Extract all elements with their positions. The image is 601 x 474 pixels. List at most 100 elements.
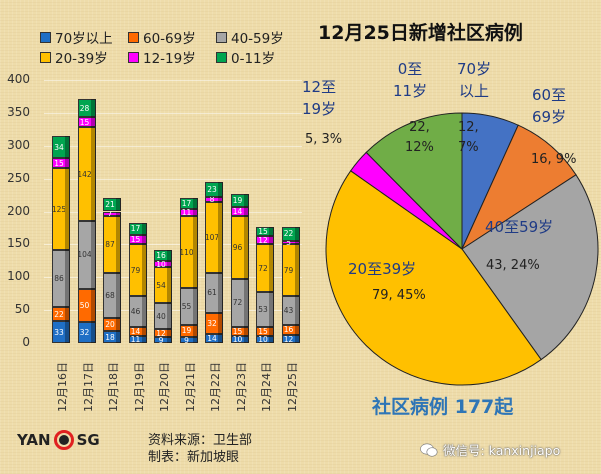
legend-swatch [40, 31, 51, 43]
pie-category-label: 70岁 以上 [457, 60, 492, 100]
bar-segment: 9 [154, 336, 172, 345]
bar-segment: 68 [103, 273, 121, 318]
x-axis-date-label: 12月18日 [107, 362, 120, 412]
pie-chart [325, 112, 599, 386]
bar-segment: 9 [179, 336, 198, 345]
bar-segment: 12 [154, 329, 172, 338]
bar-segment: 33 [52, 321, 70, 343]
source-credit: 资料来源：卫生部 制表：新加坡眼 [148, 432, 252, 466]
bar-segment: 61 [205, 272, 223, 313]
bar-segment: 79 [128, 244, 147, 297]
legend-swatch [216, 31, 227, 43]
bar-segment: 28 [77, 99, 96, 118]
bar-segment: 5 [281, 238, 300, 247]
bar-segment: 22 [281, 226, 300, 242]
legend-swatch [216, 51, 227, 63]
bar-segment: 15 [128, 234, 147, 245]
x-axis-date-label: 12月20日 [158, 362, 171, 412]
bar-segment: 15 [77, 117, 96, 128]
bar-segment: 54 [154, 267, 172, 303]
pie-category-label: 12至 19岁 [302, 78, 337, 118]
legend-label: 70岁以上 [55, 31, 113, 47]
bar-segment: 17 [128, 223, 147, 235]
x-axis-date-label: 12月19日 [132, 362, 146, 412]
bar-segment: 87 [103, 216, 121, 274]
pie-category-label: 0至 11岁 [393, 60, 428, 100]
pie-value-label: 43, 24% [486, 258, 540, 273]
wechat-id: 微信号: kanxinjiapo [443, 443, 561, 458]
bar-segment: 72 [230, 279, 249, 327]
wechat-icon [420, 443, 438, 457]
bar-segment: 86 [52, 250, 70, 307]
y-tick: 150 [7, 236, 30, 251]
pie-value-label: 12, 7% [458, 120, 479, 155]
logo-text-left: YAN [17, 431, 51, 449]
gridline [44, 145, 302, 147]
legend-label: 60-69岁 [143, 31, 196, 47]
bar-segment: 12 [281, 335, 300, 344]
y-tick: 400 [7, 72, 30, 86]
legend-label: 40-59岁 [231, 31, 284, 47]
bar-segment: 14 [128, 326, 147, 336]
y-tick: 0 [22, 335, 30, 349]
legend-label: 20-39岁 [55, 51, 108, 67]
bar-segment: 21 [103, 197, 121, 212]
gridline [44, 277, 302, 279]
bar-segment: 32 [205, 312, 223, 334]
bar-segment: 125 [52, 168, 70, 251]
bar-segment: 10 [256, 335, 274, 344]
bar-segment: 11 [179, 208, 198, 217]
gridline [44, 80, 302, 81]
bar-segment: 43 [281, 296, 300, 325]
pie-slice [461, 174, 599, 361]
x-axis-date-label: 12月24日 [260, 362, 273, 412]
wechat-watermark: 微信号: kanxinjiapo [420, 440, 560, 459]
legend-item: 70岁以上 [40, 27, 113, 47]
bar-segment: 34 [52, 135, 70, 159]
gridline [44, 244, 302, 246]
legend-item: 12-19岁 [128, 47, 196, 67]
total-cases-label: 社区病例 177起 [372, 396, 514, 418]
pie-category-label: 20至39岁 [348, 260, 417, 278]
pie-slice [325, 170, 542, 386]
bar-segment: 14 [205, 333, 223, 343]
y-tick: 350 [7, 104, 30, 119]
y-tick: 250 [7, 170, 30, 185]
x-axis-date-label: 12月25日 [285, 362, 299, 412]
bar-segment: 14 [230, 206, 249, 217]
x-axis-date-label: 12月22日 [209, 362, 222, 412]
bar-segment: 22 [52, 306, 70, 322]
legend-label: 0-11岁 [231, 51, 276, 67]
pie-slice [365, 112, 463, 251]
bar-segment: 10 [230, 335, 249, 344]
y-tick: 100 [7, 269, 30, 284]
gridline [44, 310, 302, 312]
x-axis-date-label: 12月21日 [183, 362, 197, 412]
bar-segment: 40 [154, 302, 172, 330]
bar-segment: 20 [103, 318, 121, 332]
bar-segment: 19 [230, 194, 249, 207]
legend-item: 40-59岁 [216, 27, 284, 47]
y-tick: 200 [7, 203, 30, 218]
bar-segment: 12 [256, 236, 274, 245]
bar-segment: 55 [179, 288, 198, 325]
source-text: 资料来源：卫生部 [148, 433, 253, 448]
made-by-text: 制表：新加坡眼 [148, 450, 240, 465]
pie-value-label: 22, 12% [405, 120, 434, 155]
bar-segment: 53 [256, 291, 274, 327]
legend-swatch [40, 51, 51, 63]
bar-segment: 16 [154, 250, 172, 261]
legend-item: 20-39岁 [40, 47, 108, 67]
pie-category-label: 40至59岁 [485, 218, 554, 236]
bar-segment: 10 [154, 260, 172, 269]
bar-segment: 7 [103, 209, 121, 218]
bar-segment: 17 [179, 197, 198, 209]
gridline [44, 178, 302, 180]
bar-segment: 110 [179, 216, 198, 289]
pie-value-label: 16, 9% [531, 152, 577, 167]
logo-text-right: SG [76, 431, 100, 449]
bar-segment: 46 [128, 296, 147, 327]
bar-segment: 15 [256, 226, 274, 237]
bar-segment: 79 [281, 244, 300, 297]
bar-segment: 18 [103, 331, 121, 343]
